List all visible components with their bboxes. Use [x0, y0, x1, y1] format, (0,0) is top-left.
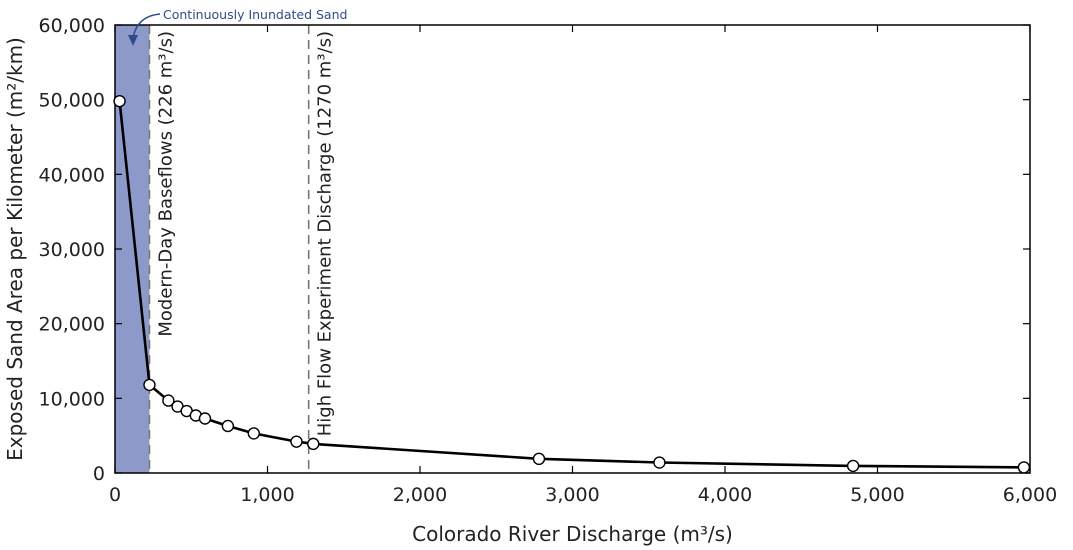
reference-line-label-2: High Flow Experiment Discharge (1270 m³/… — [315, 31, 336, 436]
x-tick-label: 0 — [109, 484, 121, 506]
data-point — [221, 419, 235, 433]
x-tick-label: 3,000 — [545, 484, 599, 506]
annotation-arrowhead-icon — [128, 35, 138, 46]
x-axis-title: Colorado River Discharge (m³/s) — [412, 522, 733, 546]
y-tick-label: 30,000 — [39, 239, 105, 261]
ticks-layer: 0 1,000 2,000 3,000 4,000 5,000 6,000 0 10,000 20… — [39, 15, 1058, 506]
x-tick-label: 4,000 — [698, 484, 752, 506]
y-tick-label: 50,000 — [39, 90, 105, 112]
data-point — [307, 437, 320, 451]
x-tick-label: 6,000 — [1003, 484, 1057, 506]
data-point — [162, 394, 175, 407]
annotation-label: Continuously Inundated Sand — [163, 7, 347, 22]
y-axis-title: Exposed Sand Area per Kilometer (m²/km) — [3, 37, 27, 461]
x-tick-label: 1,000 — [240, 484, 294, 506]
data-point — [143, 378, 156, 392]
annotation-layer: Continuously Inundated Sand — [128, 7, 347, 46]
y-tick-label: 40,000 — [39, 164, 105, 186]
reference-lines-layer: Modern-Day Baseflows (226 m³/s) High Flow… — [148, 25, 336, 473]
data-point — [532, 452, 546, 466]
x-tick-label: 5,000 — [850, 484, 904, 506]
data-point — [653, 456, 666, 469]
plot-frame — [114, 24, 1031, 474]
y-tick-label: 60,000 — [39, 15, 105, 37]
data-point — [846, 459, 860, 473]
y-tick-label: 20,000 — [39, 314, 105, 336]
y-tick-label: 0 — [93, 463, 105, 485]
series-line-1 — [118, 101, 1024, 469]
data-point — [247, 427, 260, 440]
y-tick-label: 10,000 — [39, 388, 105, 410]
data-point — [290, 435, 303, 448]
data-point — [198, 412, 212, 425]
x-tick-label: 2,000 — [393, 484, 447, 506]
reference-line-label-1: Modern-Day Baseflows (226 m³/s) — [155, 31, 176, 337]
series-layer — [113, 94, 1031, 474]
data-point — [113, 94, 126, 108]
data-point — [1017, 461, 1031, 474]
annotation-arrow-icon — [132, 13, 161, 39]
